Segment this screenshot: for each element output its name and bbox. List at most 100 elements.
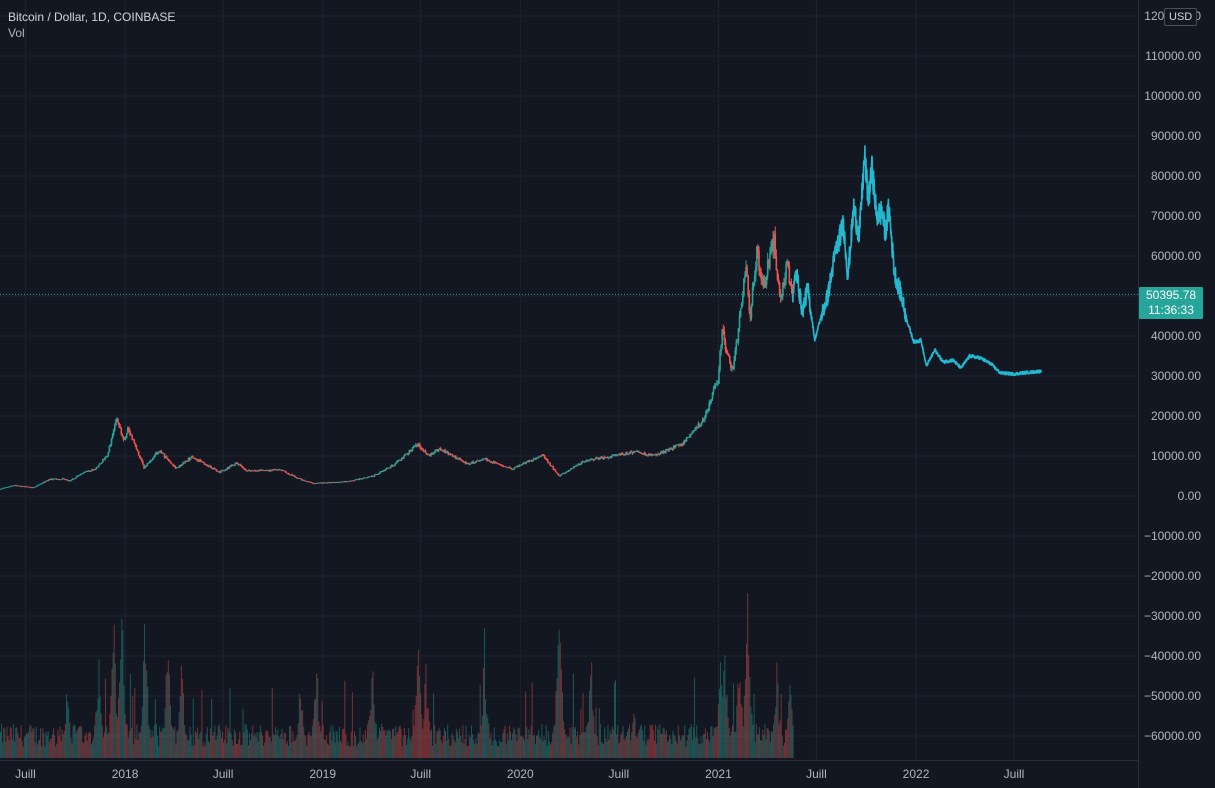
volume-bar	[777, 683, 779, 758]
candle-body	[684, 440, 687, 442]
candle-body	[338, 481, 340, 483]
volume-bar	[294, 740, 296, 758]
volume-bar	[310, 736, 312, 758]
candle-body	[41, 483, 44, 485]
candle-body	[667, 449, 669, 451]
candle-body	[443, 449, 445, 452]
volume-bar	[180, 665, 182, 758]
volume-bar	[629, 724, 631, 758]
candle-body	[582, 461, 585, 463]
volume-bar	[441, 742, 443, 758]
volume-bar	[519, 736, 521, 758]
candle-body	[672, 446, 675, 450]
volume-bar	[453, 740, 455, 758]
volume-bar	[422, 728, 424, 758]
volume-bar	[730, 731, 732, 758]
volume-bar	[45, 731, 47, 758]
candle-body	[580, 462, 583, 465]
candle-body	[741, 295, 744, 304]
volume-bar	[721, 685, 723, 758]
candle-body	[440, 449, 443, 451]
candle-body	[81, 473, 84, 475]
volume-bar	[59, 726, 61, 758]
volume-bar	[18, 737, 20, 758]
volume-bar	[791, 709, 793, 758]
volume-bar	[109, 713, 111, 758]
candle-body	[293, 475, 296, 477]
volume-bar	[212, 735, 214, 758]
currency-badge[interactable]: USD	[1164, 8, 1198, 26]
volume-bar	[343, 728, 345, 758]
volume-bar	[205, 733, 207, 758]
volume-bar	[272, 733, 274, 758]
candle-body	[395, 462, 398, 464]
volume-bar	[593, 716, 595, 758]
volume-bar	[473, 739, 475, 758]
candle-body	[87, 470, 90, 472]
candle-body	[278, 469, 281, 471]
volume-bar	[553, 726, 555, 758]
volume-bar	[781, 736, 783, 758]
candle-body	[25, 486, 27, 488]
candle-body	[51, 478, 53, 480]
volume-bar	[698, 744, 700, 758]
candle-body	[499, 464, 502, 466]
volume-bar	[273, 735, 275, 758]
volume-bar	[203, 741, 205, 758]
candle-body	[740, 303, 743, 309]
volume-bar	[595, 707, 597, 758]
volume-bar	[135, 738, 137, 758]
volume-bar	[76, 729, 78, 758]
volume-bar	[124, 714, 126, 758]
candle-body	[603, 456, 605, 460]
volume-bar	[57, 730, 59, 758]
volume-bar	[596, 736, 598, 758]
volume-bar	[658, 729, 660, 758]
x-tick-label-0: Juill	[15, 767, 36, 781]
candle-body	[12, 485, 14, 487]
candle-body	[494, 461, 496, 464]
volume-bar	[554, 724, 556, 758]
volume-bar	[157, 735, 159, 758]
volume-bar	[278, 736, 280, 758]
candle-body	[99, 463, 102, 465]
volume-bar	[266, 730, 268, 758]
candle-body	[224, 469, 227, 471]
candle-body	[669, 447, 672, 449]
candle-body	[117, 418, 119, 423]
volume-bar	[676, 743, 678, 758]
candle-body	[253, 470, 256, 471]
candle-body	[219, 471, 221, 473]
volume-bar	[233, 729, 235, 758]
candle-body	[605, 457, 608, 459]
candle-body	[419, 445, 421, 448]
volume-bar	[644, 725, 646, 758]
volume-bar	[633, 713, 635, 758]
volume-bar	[93, 737, 95, 758]
candle-body	[21, 486, 24, 487]
volume-bar	[598, 708, 600, 758]
candle-body	[225, 469, 228, 471]
candle-body	[69, 480, 72, 482]
candle-body	[214, 468, 217, 470]
volume-bar	[569, 727, 571, 758]
candle-body	[374, 474, 377, 476]
candle-body	[200, 461, 203, 462]
candle-body	[365, 477, 367, 479]
volume-bar	[551, 741, 553, 758]
candle-body	[664, 451, 666, 453]
volume-bar	[585, 727, 587, 758]
volume-bar	[465, 725, 467, 758]
volume-bar	[506, 733, 508, 758]
candle-body	[23, 486, 25, 487]
volume-bar	[560, 669, 562, 758]
candle-body	[36, 485, 38, 487]
candle-body	[581, 461, 584, 463]
volume-bar	[3, 727, 5, 758]
candle-body	[457, 457, 459, 460]
candle-body	[227, 467, 230, 469]
volume-bar	[544, 739, 546, 758]
candle-body	[599, 458, 601, 460]
